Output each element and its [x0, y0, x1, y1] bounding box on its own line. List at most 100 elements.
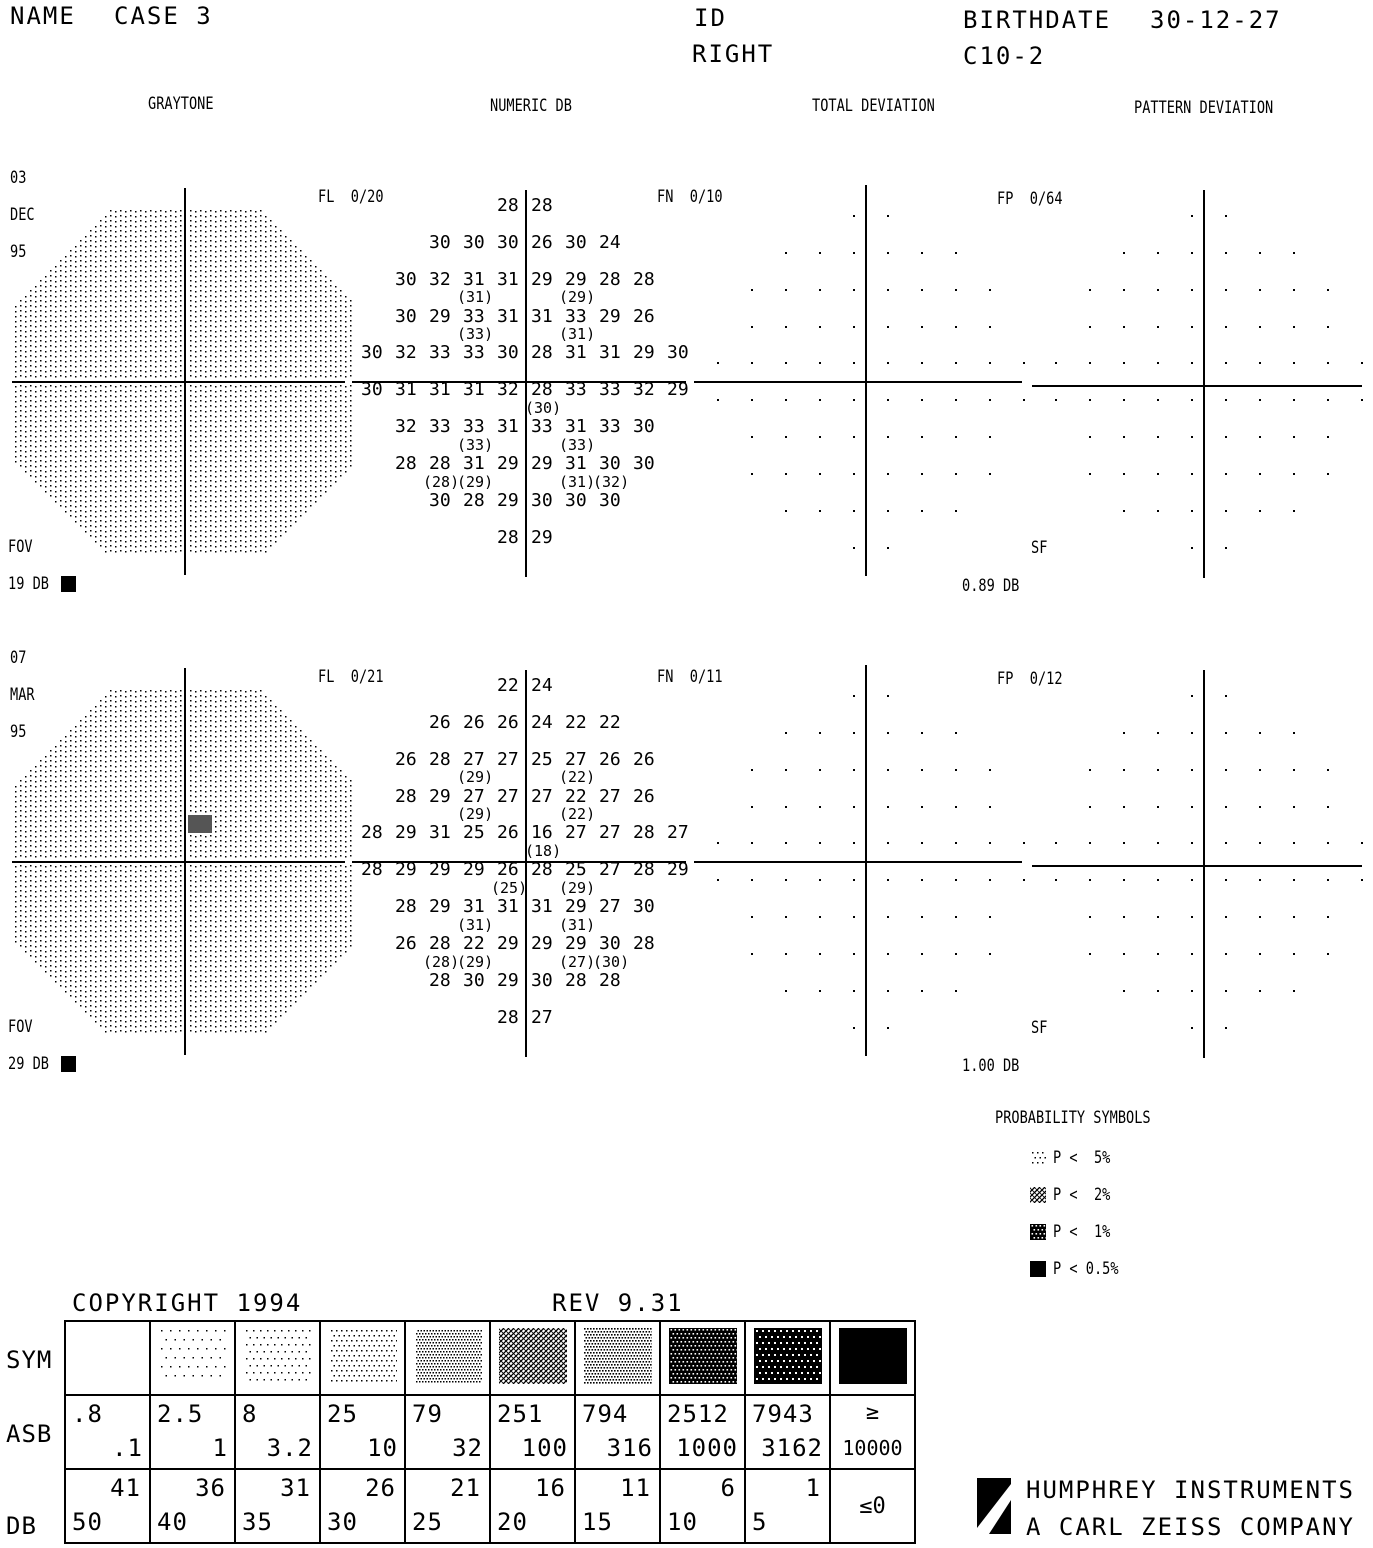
program-label: C10-2 [963, 42, 1046, 70]
company-line2: A CARL ZEISS COMPANY [1026, 1513, 1355, 1541]
deviation-point [1123, 953, 1125, 955]
deviation-point [1327, 362, 1329, 364]
deviation-point [1157, 953, 1159, 955]
deviation-point [1293, 769, 1295, 771]
deviation-point [785, 879, 787, 881]
repeat-value: (29) [457, 767, 494, 786]
legend-asb-top: 7943 [752, 1400, 814, 1428]
threshold-value: 31 [463, 896, 485, 917]
legend-asb-bottom: .1 [112, 1434, 143, 1462]
deviation-point [887, 399, 889, 401]
deviation-point [1123, 436, 1125, 438]
threshold-value: 22 [497, 675, 519, 696]
deviation-point [1089, 473, 1091, 475]
legend-db-cell: 41 50 [64, 1468, 151, 1544]
deviation-point [887, 953, 889, 955]
repeat-value: (31) [457, 915, 494, 934]
threshold-value: 24 [531, 712, 553, 733]
legend-table: .8.1 2.5 1 8 3.2 25 10 79 32 251 100 794 316 2512 1000… [64, 1320, 916, 1544]
deviation-point [853, 547, 855, 549]
deviation-point [785, 399, 787, 401]
legend-swatch-icon [754, 1328, 822, 1384]
deviation-point [1157, 289, 1159, 291]
legend-asb-bottom: 3162 [761, 1434, 823, 1462]
deviation-point [921, 289, 923, 291]
deviation-point [1191, 769, 1193, 771]
threshold-value: 29 [531, 453, 553, 474]
column-title-total-deviation: TOTAL DEVIATION [812, 96, 935, 116]
deviation-point [887, 510, 889, 512]
deviation-point [853, 695, 855, 697]
deviation-point [921, 916, 923, 918]
legend-row-label-db: DB [6, 1512, 37, 1540]
deviation-point [1123, 289, 1125, 291]
repeat-value: (33) [457, 435, 494, 454]
deviation-point [1055, 362, 1057, 364]
deviation-point [785, 953, 787, 955]
deviation-point [1157, 769, 1159, 771]
deviation-point [717, 362, 719, 364]
threshold-value: 28 [497, 1007, 519, 1028]
threshold-value: 30 [667, 342, 689, 363]
deviation-point [1259, 289, 1261, 291]
legend-swatch-icon [329, 1328, 398, 1384]
deviation-point [1157, 879, 1159, 881]
deviation-point [921, 953, 923, 955]
threshold-value: 28 [497, 527, 519, 548]
threshold-value: 28 [429, 933, 451, 954]
deviation-point [785, 842, 787, 844]
threshold-value: 33 [429, 416, 451, 437]
threshold-value: 26 [395, 749, 417, 770]
deviation-point [989, 289, 991, 291]
legend-db-cell: ≤0 [829, 1468, 916, 1544]
deviation-point [1259, 436, 1261, 438]
short-term-fluctuation-label: SF [1031, 1018, 1048, 1038]
repeat-value: (32) [593, 472, 630, 491]
legend-asb-cell: 79 32 [404, 1394, 491, 1470]
deviation-point [751, 326, 753, 328]
probability-title: PROBABILITY SYMBOLS [995, 1108, 1151, 1128]
threshold-value: 27 [667, 822, 689, 843]
deviation-point [1055, 842, 1057, 844]
deviation-point [751, 769, 753, 771]
legend-asb-top: 8 [242, 1400, 258, 1428]
deviation-point [1157, 510, 1159, 512]
eye-label: RIGHT [692, 40, 775, 68]
deviation-point [921, 436, 923, 438]
numeric-vertical-axis [525, 190, 527, 577]
deviation-point [1259, 806, 1261, 808]
deviation-point [1327, 879, 1329, 881]
deviation-point [955, 362, 957, 364]
deviation-point [1259, 252, 1261, 254]
deviation-point [1191, 362, 1193, 364]
deviation-point [1123, 252, 1125, 254]
deviation-point [1259, 879, 1261, 881]
deviation-point [1123, 806, 1125, 808]
pattern-deviation-vertical-axis [1203, 190, 1205, 578]
threshold-value: 29 [633, 342, 655, 363]
test-date-month: MAR [10, 685, 35, 705]
deviation-point [955, 916, 957, 918]
threshold-value: 22 [565, 712, 587, 733]
legend-db-bottom: 35 [242, 1508, 273, 1536]
legend-asb-cell: 7943 3162 [744, 1394, 831, 1470]
threshold-value: 30 [531, 490, 553, 511]
probability-symbol-label: P < 2% [1053, 1185, 1111, 1205]
deviation-point [887, 252, 889, 254]
deviation-point [853, 769, 855, 771]
repeat-value: (22) [559, 804, 596, 823]
threshold-value: 30 [565, 232, 587, 253]
legend-sym-row [64, 1320, 916, 1396]
deviation-point [887, 215, 889, 217]
deviation-point [1259, 510, 1261, 512]
threshold-value: 30 [633, 416, 655, 437]
deviation-point [1293, 842, 1295, 844]
pattern-deviation-horizontal-axis [1032, 385, 1362, 387]
test-date-day: 07 [10, 648, 27, 668]
legend-swatch-icon [414, 1328, 482, 1384]
deviation-point [1361, 879, 1363, 881]
deviation-point [1225, 362, 1227, 364]
deviation-point [1327, 436, 1329, 438]
deviation-point [1327, 842, 1329, 844]
threshold-value: 28 [361, 822, 383, 843]
